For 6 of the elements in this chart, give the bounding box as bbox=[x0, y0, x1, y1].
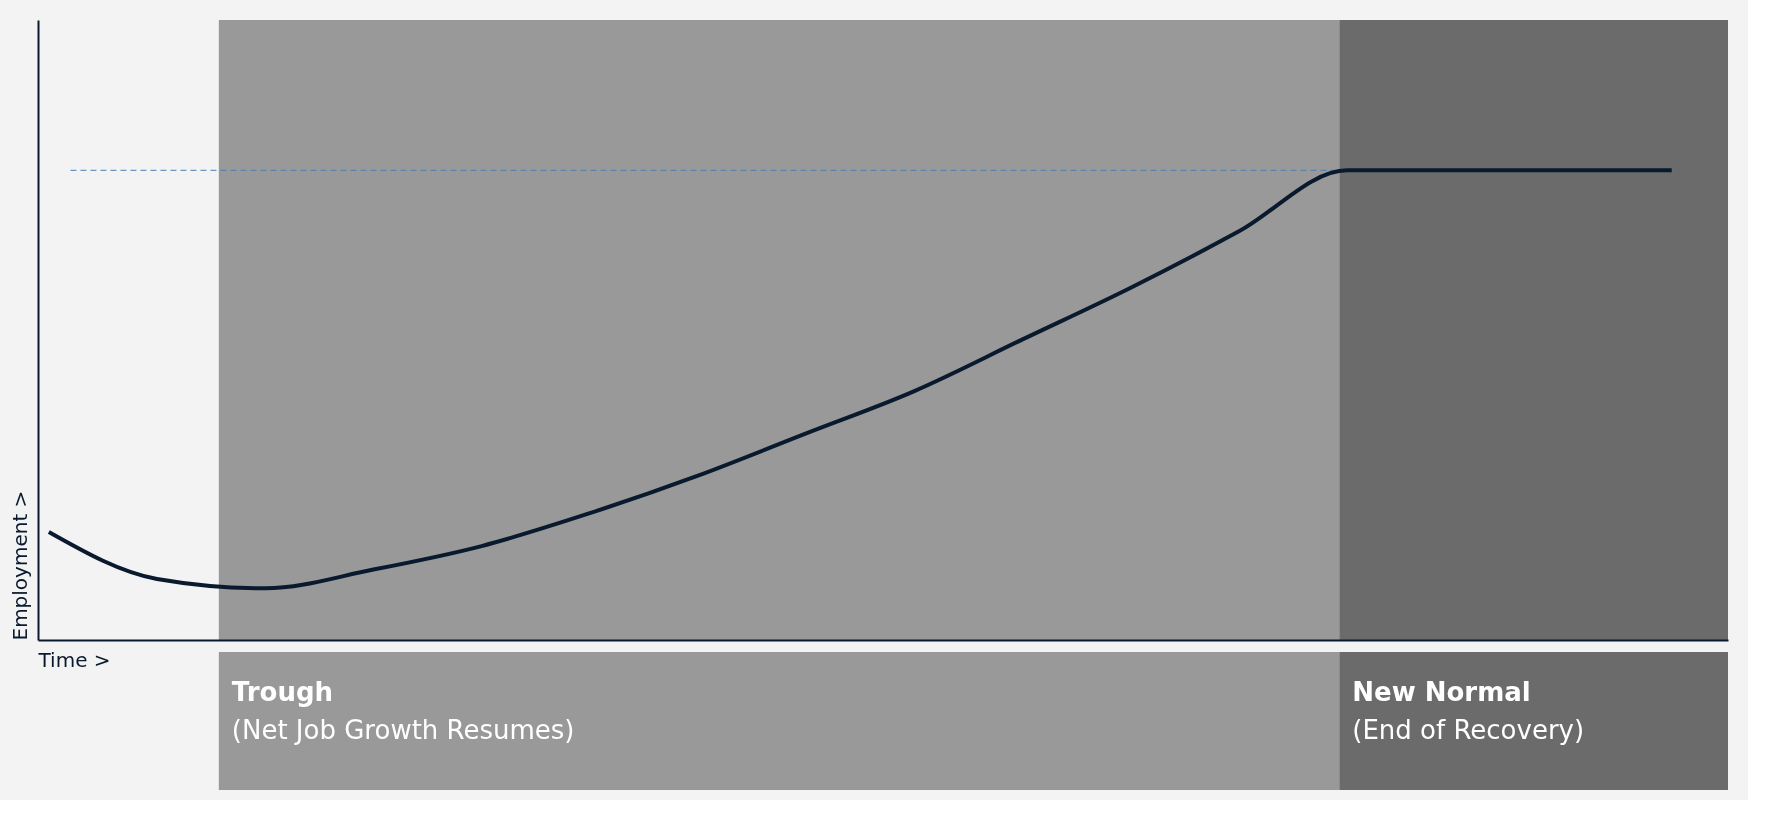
text: Trough bbox=[231, 677, 334, 707]
y-axis-title: Employment > bbox=[7, 490, 32, 641]
text: (End of Recovery) bbox=[1352, 715, 1585, 745]
x-axis-title: Time > bbox=[37, 647, 111, 672]
text: (Net Job Growth Resumes) bbox=[231, 715, 575, 745]
text: New Normal bbox=[1352, 677, 1531, 707]
